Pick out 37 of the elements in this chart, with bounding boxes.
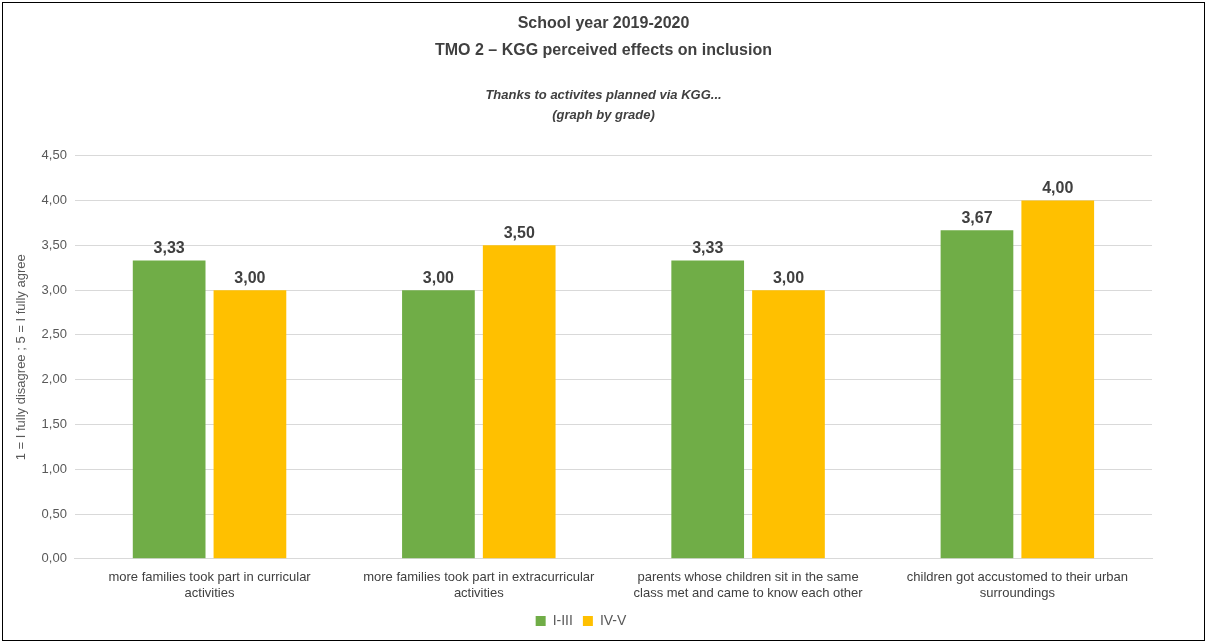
- data-label: 4,00: [1042, 178, 1074, 196]
- bar: [402, 290, 475, 559]
- bar: [940, 230, 1014, 559]
- text: Thanks to activites planned via KGG...: [484, 86, 723, 104]
- bar: [132, 260, 206, 559]
- y-tick-label: 2,50: [41, 326, 67, 342]
- y-axis-title: 1 = I fully disagree ; 5 = I fully agree: [13, 254, 29, 461]
- data-label: 3,50: [503, 223, 535, 241]
- data-label: 3,00: [422, 268, 455, 286]
- chart-subtitle: TMO 2 – KGG perceived effects on inclusion: [434, 41, 773, 59]
- y-tick-label: 3,50: [41, 236, 67, 252]
- x-tick-label: more families took part in curricular activities: [108, 569, 312, 600]
- x-tick-label: more families took part in extracurricular activities: [363, 569, 596, 600]
- data-label: 3,33: [153, 238, 185, 256]
- data-label: 3,00: [234, 268, 266, 286]
- data-label: 3,67: [961, 208, 993, 226]
- data-label: 3,00: [772, 268, 805, 286]
- bar: [752, 290, 825, 559]
- y-tick-label: 4,50: [41, 147, 67, 163]
- y-tick-label: 1,50: [41, 416, 67, 432]
- y-tick-label: 1,00: [41, 460, 67, 476]
- chart-title: School year 2019-2020: [516, 14, 691, 32]
- y-tick-label: 2,00: [41, 371, 67, 387]
- text: (graph by grade): [551, 106, 656, 124]
- x-tick-label: parents whose children sit in the same class met and came to know each other: [633, 569, 864, 600]
- bar: [671, 260, 745, 559]
- x-tick-label: children got accustomed to their urban surroundings: [906, 569, 1128, 600]
- data-label: 3,33: [692, 238, 724, 256]
- y-tick-label: 0,50: [41, 505, 67, 521]
- legend-label: I-III: [552, 611, 573, 628]
- y-tick-label: 3,00: [41, 281, 67, 297]
- bar: [482, 245, 556, 559]
- y-tick-label: 0,00: [41, 550, 67, 566]
- y-tick-label: 4,00: [41, 192, 67, 208]
- bar: [213, 290, 287, 559]
- legend-label: IV-V: [599, 611, 627, 628]
- bar: [1021, 200, 1095, 559]
